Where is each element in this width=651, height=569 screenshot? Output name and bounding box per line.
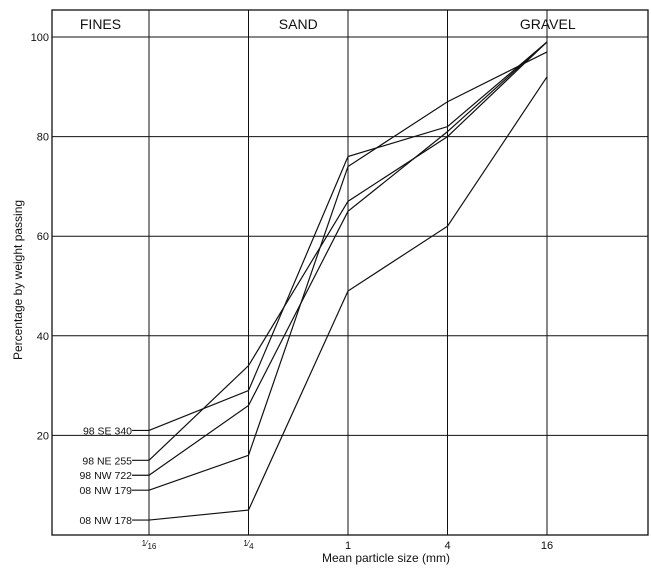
series-lines	[132, 41, 548, 521]
grid-lines	[51, 9, 649, 536]
series-labels: 98 SE 340 98 NE 255 98 NW 722 08 NW 179 08 N…	[79, 425, 132, 527]
section-label: GRAVEL	[520, 16, 576, 32]
series-label: 98 NE 255	[82, 455, 132, 467]
section-label: SAND	[279, 16, 318, 32]
series-line	[148, 41, 548, 431]
series-label: 98 NW 722	[79, 470, 132, 482]
series-label: 08 NW 178	[79, 515, 132, 527]
series-label: 98 SE 340	[83, 425, 132, 437]
x-tick-label: 4	[444, 540, 450, 552]
section-header: FINES SAND GRAVEL	[80, 16, 576, 32]
y-axis-title: Percentage by weight passing	[11, 200, 25, 360]
y-tick-label: 100	[31, 32, 49, 44]
x-tick-label: 1⁄16	[142, 539, 157, 551]
series-line	[148, 41, 548, 461]
plot-frame	[51, 9, 649, 536]
section-label: FINES	[80, 16, 121, 32]
series-line	[148, 41, 548, 476]
x-tick-label: 1⁄4	[243, 539, 254, 551]
series-label: 08 NW 179	[79, 485, 132, 497]
x-tick-label: 16	[541, 540, 553, 552]
series-line	[148, 76, 548, 521]
y-tick-label: 20	[37, 430, 49, 442]
x-tick-label: 1	[345, 540, 351, 552]
y-tick-label: 60	[37, 231, 49, 243]
x-axis-title: Mean particle size (mm)	[322, 551, 450, 565]
y-tick-label: 40	[37, 331, 49, 343]
y-tick-label: 80	[37, 132, 49, 144]
axis-ticks: 20 40 60 80 100 1⁄16 1⁄4 1 4 16	[31, 32, 553, 552]
series-line	[148, 51, 548, 491]
